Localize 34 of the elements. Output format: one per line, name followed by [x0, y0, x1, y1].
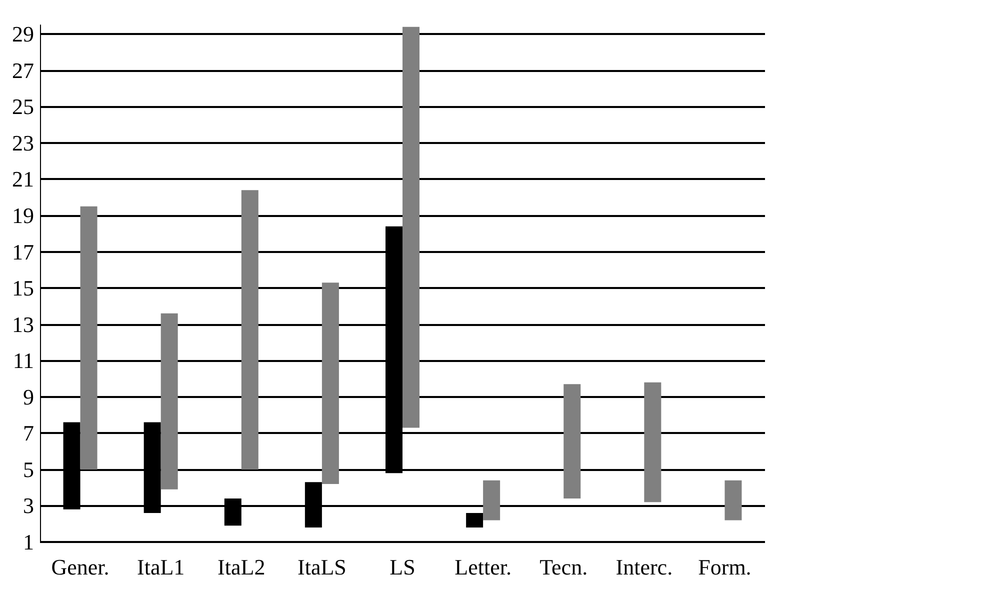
y-tick-label: 9 [23, 384, 34, 410]
y-tick-label: 11 [12, 348, 34, 374]
bar [80, 206, 98, 470]
bar [322, 282, 339, 484]
x-tick-label: ItaL2 [218, 554, 266, 580]
y-tick-label: 23 [12, 130, 34, 156]
x-tick-label: Tecn. [540, 554, 588, 580]
x-tick-label: ItaLS [298, 554, 346, 580]
x-tick-label: Gener. [51, 554, 110, 580]
bar [160, 313, 178, 490]
y-tick-label: 7 [23, 420, 34, 446]
bar [483, 480, 500, 520]
y-tick-label: 15 [12, 276, 34, 301]
y-tick-label: 3 [23, 493, 34, 518]
bar [564, 384, 581, 498]
y-tick-label: 21 [12, 166, 34, 192]
y-tick-label: 29 [12, 22, 34, 47]
y-tick-label: 25 [12, 94, 34, 120]
x-tick-label: ItaL1 [137, 554, 185, 580]
x-tick-label: Letter. [454, 554, 512, 580]
bar [466, 512, 484, 528]
y-tick-label: 1 [23, 530, 34, 554]
y-tick-label: 19 [12, 202, 34, 228]
y-tick-label: 5 [23, 456, 34, 482]
bar [644, 382, 662, 502]
bar [724, 480, 742, 520]
x-tick-label: Interc. [616, 554, 673, 580]
x-tick-label: Form. [698, 554, 752, 580]
bar [402, 26, 420, 428]
y-tick-label: 17 [12, 239, 34, 264]
y-tick-label: 13 [12, 312, 34, 337]
bar [241, 190, 258, 470]
x-tick-label: LS [390, 554, 416, 580]
y-tick-label: 27 [12, 58, 34, 83]
